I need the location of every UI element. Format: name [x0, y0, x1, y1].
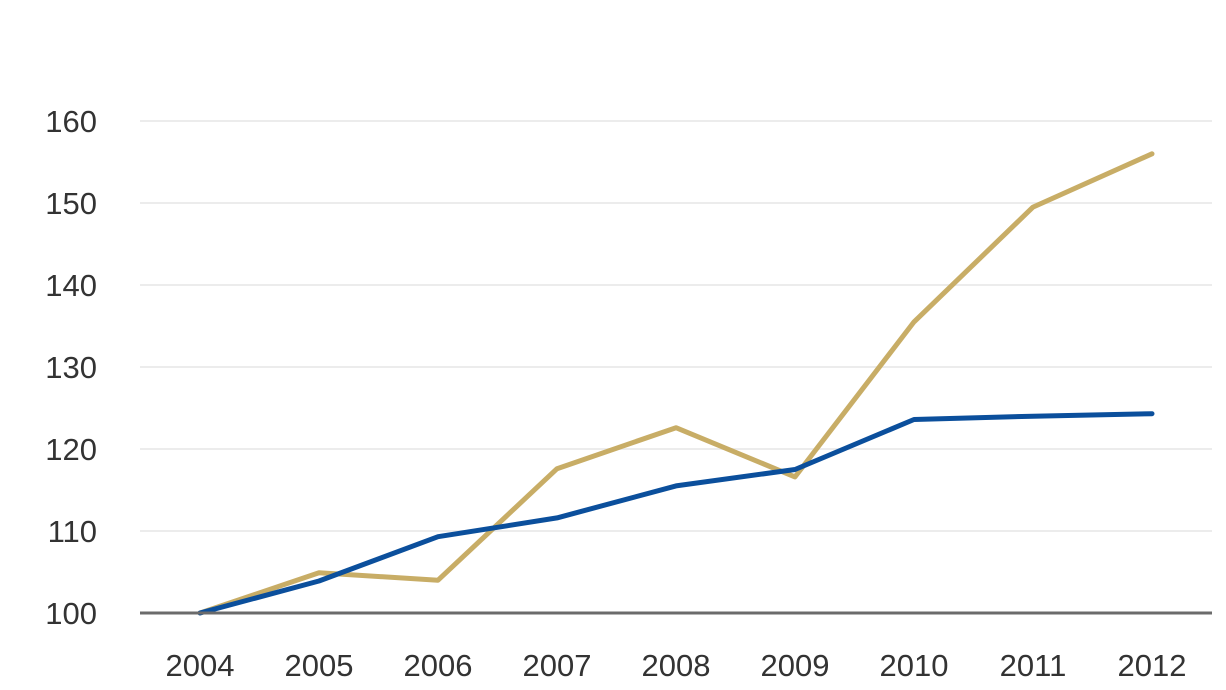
gridlines — [140, 120, 1212, 532]
y-tick-label: 140 — [45, 268, 97, 303]
x-tick-label: 2005 — [285, 648, 354, 683]
x-axis-tick-labels: 2004 2005 2006 2007 2008 2009 2010 2011 2012 — [166, 648, 1187, 683]
x-tick-label: 2011 — [1000, 648, 1067, 683]
y-tick-label: 160 — [45, 104, 97, 139]
series-2-line — [197, 151, 1155, 616]
x-tick-label: 2006 — [404, 648, 473, 683]
y-tick-label: 120 — [45, 432, 97, 467]
x-tick-label: 2007 — [523, 648, 592, 683]
x-tick-label: 2008 — [642, 648, 711, 683]
x-tick-label: 2004 — [166, 648, 235, 683]
y-axis-tick-labels: 100 110 120 130 140 150 160 — [45, 104, 97, 631]
y-tick-label: 100 — [45, 596, 97, 631]
x-tick-label: 2009 — [761, 648, 830, 683]
y-tick-label: 150 — [45, 186, 97, 221]
series-lines — [197, 151, 1155, 616]
y-tick-label: 130 — [45, 350, 97, 385]
series-1-line — [197, 411, 1155, 616]
y-tick-label: 110 — [48, 514, 97, 549]
x-tick-label: 2012 — [1118, 648, 1187, 683]
x-tick-label: 2010 — [880, 648, 949, 683]
